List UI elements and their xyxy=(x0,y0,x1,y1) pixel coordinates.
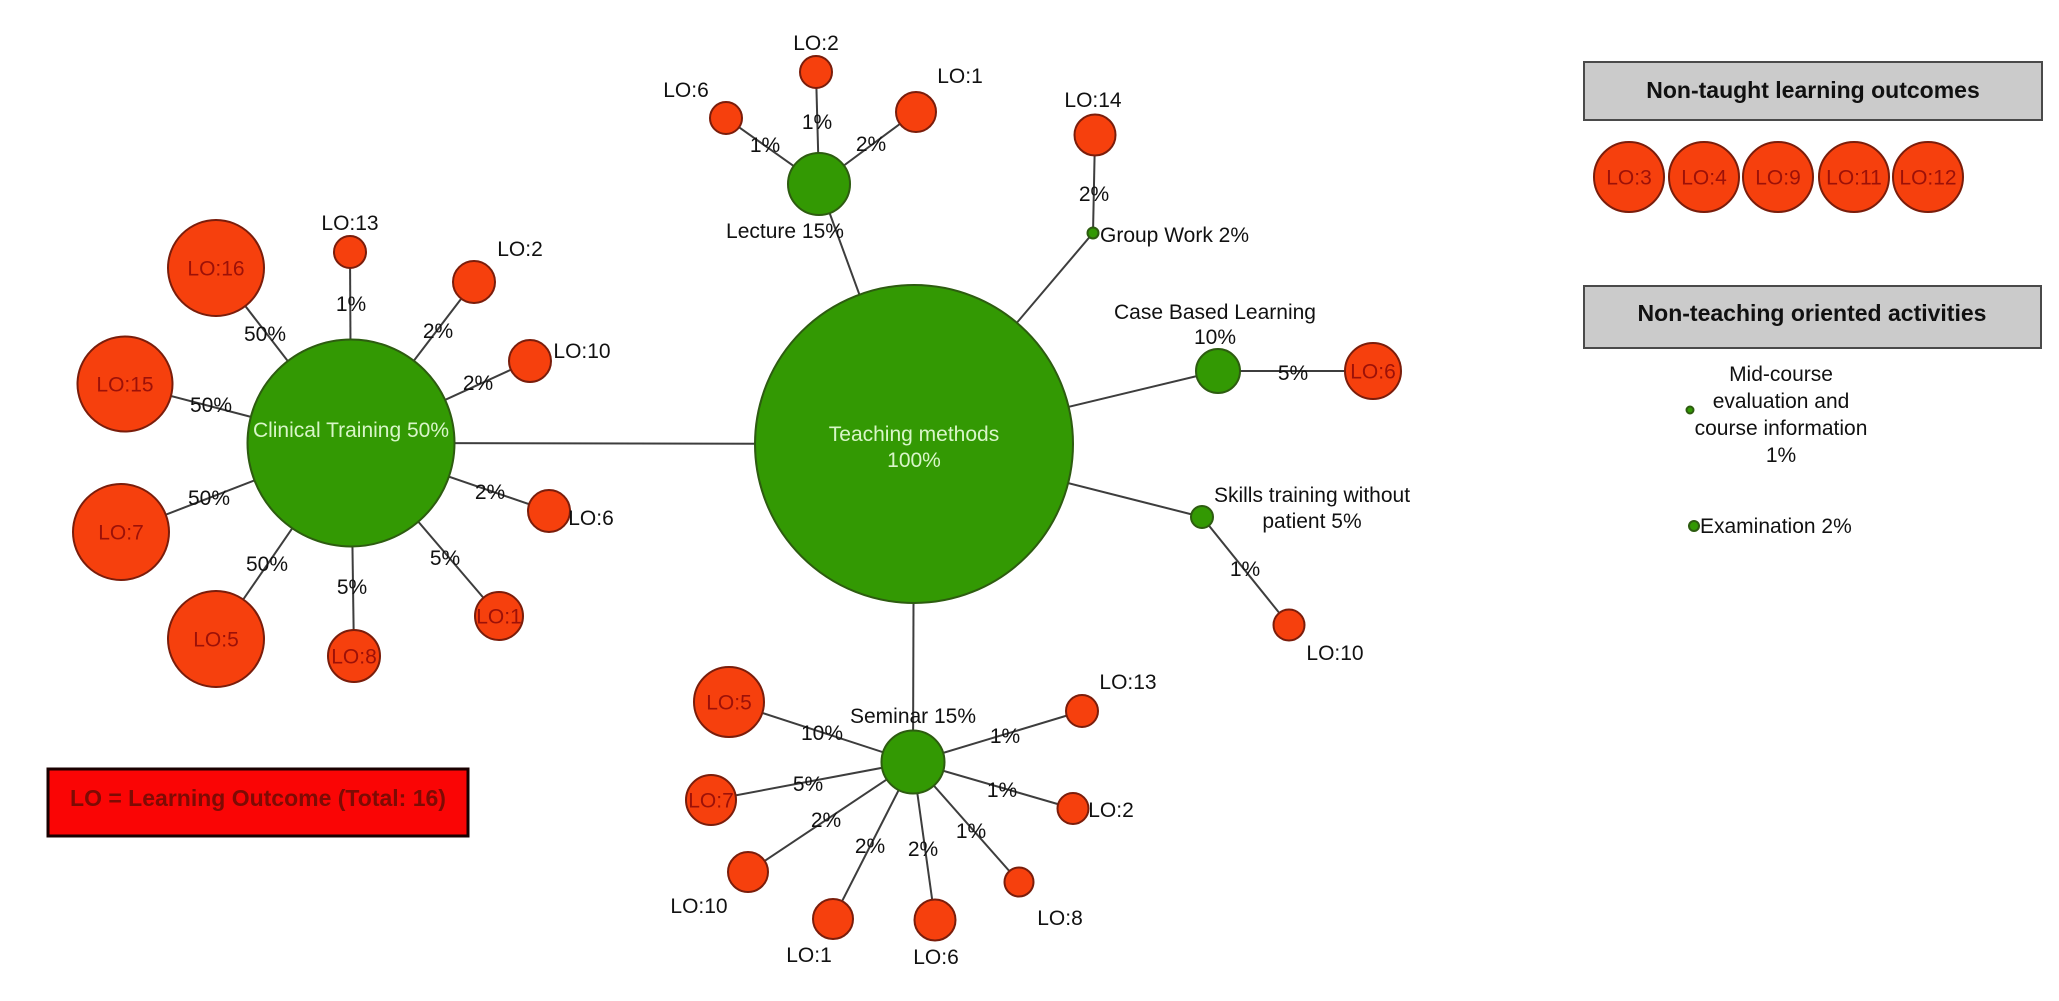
svg-text:5%: 5% xyxy=(337,576,367,599)
svg-text:LO:1: LO:1 xyxy=(476,606,522,629)
svg-text:LO = Learning Outcome (Total:: LO = Learning Outcome (Total: 16) xyxy=(70,785,446,811)
svg-text:LO:10: LO:10 xyxy=(670,895,727,918)
svg-text:1%: 1% xyxy=(956,820,986,843)
svg-text:LO:6: LO:6 xyxy=(913,946,959,969)
svg-text:Clinical Training 50%: Clinical Training 50% xyxy=(253,419,449,442)
svg-text:LO:1: LO:1 xyxy=(937,65,983,88)
svg-text:LO:1: LO:1 xyxy=(786,944,832,967)
svg-text:Seminar 15%: Seminar 15% xyxy=(850,705,976,728)
svg-text:1%: 1% xyxy=(336,293,366,316)
svg-text:2%: 2% xyxy=(423,320,453,343)
svg-text:1%: 1% xyxy=(990,725,1020,748)
svg-text:Teaching methods: Teaching methods xyxy=(829,423,999,446)
svg-text:LO:6: LO:6 xyxy=(1350,361,1396,384)
svg-text:Non-teaching oriented activiti: Non-teaching oriented activities xyxy=(1638,300,1987,326)
svg-text:2%: 2% xyxy=(908,838,938,861)
svg-text:50%: 50% xyxy=(188,487,230,510)
svg-text:Group Work 2%: Group Work 2% xyxy=(1100,224,1249,247)
svg-text:LO:15: LO:15 xyxy=(96,374,153,397)
svg-text:LO:3: LO:3 xyxy=(1606,167,1652,190)
svg-text:LO:10: LO:10 xyxy=(1306,642,1363,665)
svg-text:5%: 5% xyxy=(430,547,460,570)
svg-text:patient 5%: patient 5% xyxy=(1262,510,1361,533)
svg-text:1%: 1% xyxy=(802,111,832,134)
svg-text:course information: course information xyxy=(1695,417,1868,440)
svg-text:LO:5: LO:5 xyxy=(706,692,752,715)
svg-text:LO:5: LO:5 xyxy=(193,629,239,652)
svg-text:1%: 1% xyxy=(750,134,780,157)
svg-text:100%: 100% xyxy=(887,449,941,472)
svg-text:LO:4: LO:4 xyxy=(1681,167,1727,190)
svg-text:2%: 2% xyxy=(1079,183,1109,206)
svg-text:1%: 1% xyxy=(987,779,1017,802)
svg-text:1%: 1% xyxy=(1230,558,1260,581)
svg-text:Case Based Learning: Case Based Learning xyxy=(1114,301,1316,324)
svg-text:Non-taught learning outcomes: Non-taught learning outcomes xyxy=(1646,77,1980,103)
svg-text:LO:12: LO:12 xyxy=(1899,167,1956,190)
svg-text:50%: 50% xyxy=(244,323,286,346)
svg-text:LO:6: LO:6 xyxy=(568,507,614,530)
svg-text:LO:11: LO:11 xyxy=(1826,167,1882,190)
svg-text:Mid-course: Mid-course xyxy=(1729,363,1833,386)
svg-text:LO:7: LO:7 xyxy=(688,790,734,813)
svg-text:5%: 5% xyxy=(1278,362,1308,385)
svg-text:LO:8: LO:8 xyxy=(1037,907,1083,930)
svg-text:50%: 50% xyxy=(190,394,232,417)
svg-text:2%: 2% xyxy=(811,809,841,832)
svg-text:Examination 2%: Examination 2% xyxy=(1700,515,1852,538)
svg-text:5%: 5% xyxy=(793,773,823,796)
svg-text:LO:10: LO:10 xyxy=(553,340,610,363)
svg-text:2%: 2% xyxy=(855,835,885,858)
svg-text:LO:7: LO:7 xyxy=(98,522,144,545)
svg-text:LO:8: LO:8 xyxy=(331,646,377,669)
svg-text:10%: 10% xyxy=(1194,326,1236,349)
svg-text:2%: 2% xyxy=(463,372,493,395)
svg-text:LO:2: LO:2 xyxy=(1088,799,1134,822)
svg-text:LO:13: LO:13 xyxy=(1099,671,1156,694)
svg-text:10%: 10% xyxy=(801,722,843,745)
svg-text:LO:9: LO:9 xyxy=(1755,167,1801,190)
svg-text:LO:14: LO:14 xyxy=(1064,89,1122,112)
svg-text:LO:16: LO:16 xyxy=(187,258,244,281)
svg-text:2%: 2% xyxy=(475,481,505,504)
svg-text:LO:13: LO:13 xyxy=(321,212,378,235)
svg-text:LO:2: LO:2 xyxy=(497,238,543,261)
svg-text:LO:2: LO:2 xyxy=(793,32,839,55)
svg-text:1%: 1% xyxy=(1766,444,1796,467)
svg-text:LO:6: LO:6 xyxy=(663,79,709,102)
svg-text:evaluation and: evaluation and xyxy=(1713,390,1850,413)
svg-text:Lecture 15%: Lecture 15% xyxy=(726,220,844,243)
svg-text:2%: 2% xyxy=(856,133,886,156)
svg-text:50%: 50% xyxy=(246,553,288,576)
svg-text:Skills training without: Skills training without xyxy=(1214,484,1410,507)
